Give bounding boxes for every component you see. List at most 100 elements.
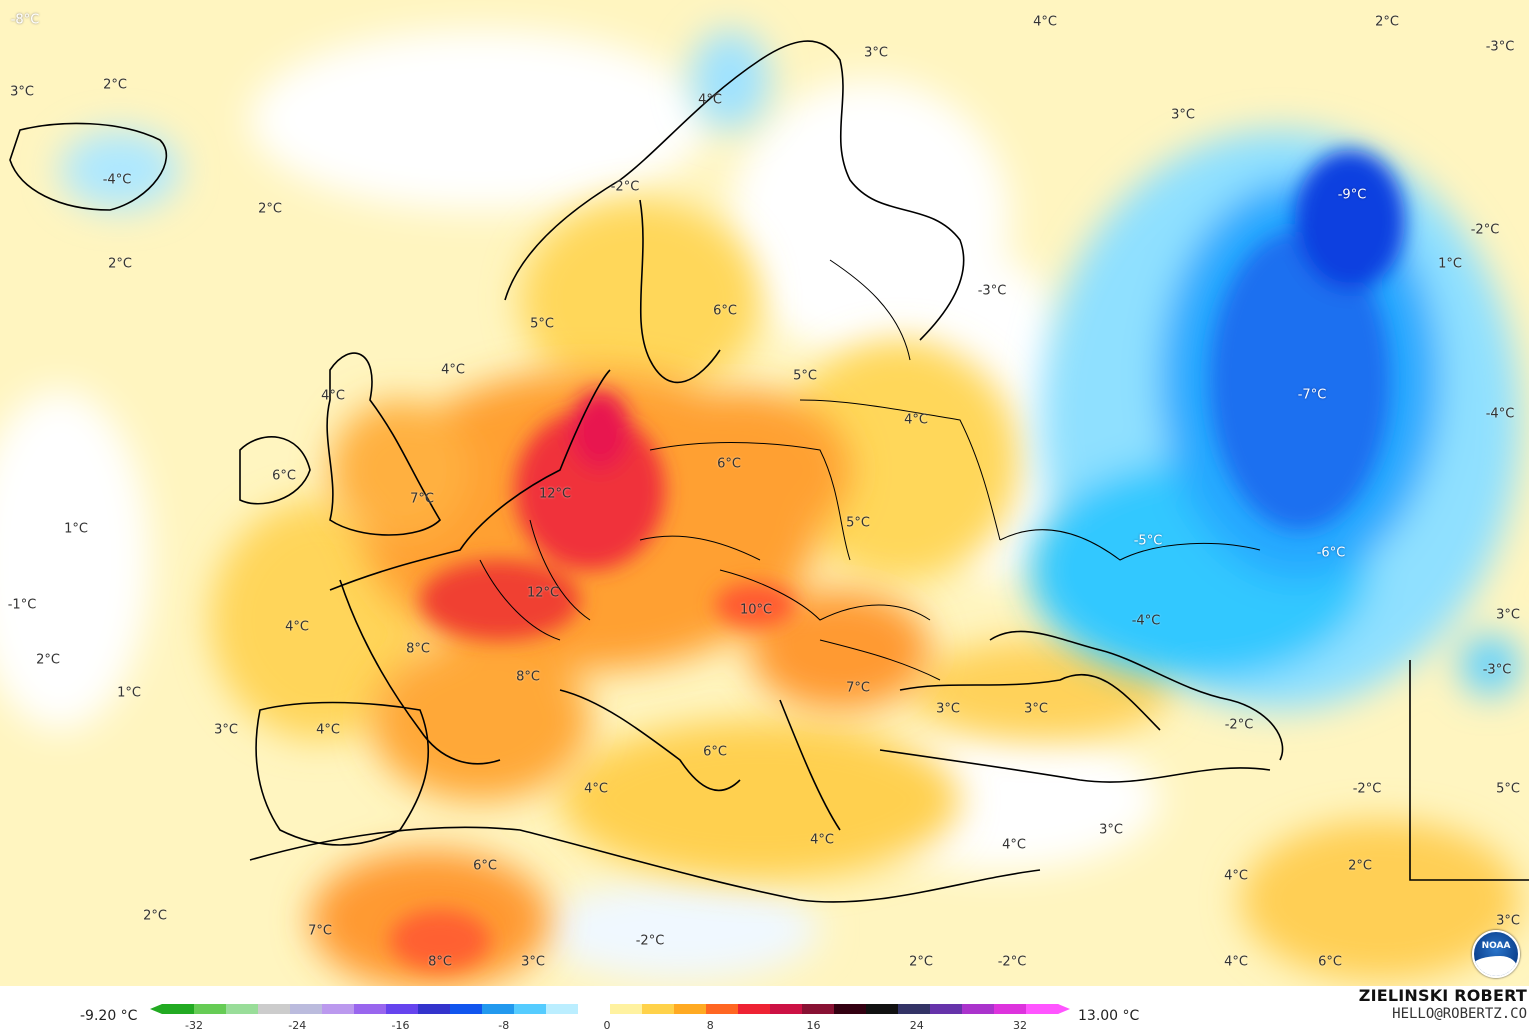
colorbar-segment	[930, 1004, 963, 1014]
temperature-label: 3°C	[1496, 607, 1520, 623]
temperature-label: 7°C	[846, 680, 870, 696]
colorbar-tick-label: 16	[806, 1019, 821, 1032]
temperature-label: 2°C	[143, 908, 167, 924]
colorbar	[150, 1004, 1070, 1014]
temperature-label: 5°C	[793, 368, 817, 384]
colorbar-segment	[898, 1004, 931, 1014]
colorbar-segment	[162, 1004, 195, 1014]
colorbar-segment	[418, 1004, 451, 1014]
temperature-label: 6°C	[713, 303, 737, 319]
temperature-label: 3°C	[936, 701, 960, 717]
temperature-label: 3°C	[1171, 107, 1195, 123]
colorbar-segment	[258, 1004, 291, 1014]
temperature-label: -3°C	[977, 283, 1007, 299]
temperature-label: 4°C	[810, 832, 834, 848]
colorbar-segment	[642, 1004, 675, 1014]
temperature-label: -9°C	[1337, 187, 1367, 203]
mild-zones	[210, 200, 1520, 980]
temperature-label: -5°C	[1133, 533, 1163, 549]
temperature-label: 2°C	[1348, 858, 1372, 874]
temperature-label: 2°C	[36, 652, 60, 668]
temperature-label: 6°C	[1318, 954, 1342, 970]
colorbar-segment	[354, 1004, 387, 1014]
colorbar-segment	[834, 1004, 867, 1014]
colorbar-max-label: 13.00 °C	[1078, 1008, 1140, 1024]
author-email: HELLO@ROBERTZ.CO	[1392, 1006, 1527, 1022]
noaa-logo-text: NOAA	[1481, 941, 1511, 951]
temperature-label: 4°C	[441, 362, 465, 378]
temperature-label: 8°C	[406, 641, 430, 657]
temperature-label: 3°C	[10, 84, 34, 100]
colorbar-tick-label: 8	[706, 1019, 714, 1032]
colorbar-min-label: -9.20 °C	[80, 1008, 138, 1024]
temperature-label: 8°C	[428, 954, 452, 970]
temperature-label: 4°C	[1224, 954, 1248, 970]
legend-bar: -9.20 °C -32 -24 -16 -8 0 8 16 24 32 13.00 °C ZI…	[0, 986, 1529, 1035]
temperature-label: 4°C	[1224, 868, 1248, 884]
coastlines	[9, 40, 1529, 903]
temperature-label: -3°C	[1485, 39, 1515, 55]
colorbar-segment	[866, 1004, 899, 1014]
temperature-label: 3°C	[864, 45, 888, 61]
colorbar-segment	[386, 1004, 419, 1014]
temperature-label: 4°C	[698, 92, 722, 108]
temperature-label: 4°C	[316, 722, 340, 738]
temperature-label: 12°C	[526, 585, 560, 601]
temperature-label: -2°C	[1224, 717, 1254, 733]
temperature-label: 6°C	[272, 468, 296, 484]
colorbar-left-arrow	[150, 1004, 162, 1014]
colorbar-segment	[962, 1004, 995, 1014]
temperature-label: -2°C	[1470, 222, 1500, 238]
colorbar-segment	[546, 1004, 579, 1014]
colorbar-tick-label: -32	[185, 1019, 203, 1032]
temperature-label: 12°C	[538, 486, 572, 502]
borders	[479, 259, 1261, 681]
colorbar-tick-label: 24	[909, 1019, 924, 1032]
hot-zones	[390, 390, 795, 970]
colorbar-segment	[802, 1004, 835, 1014]
temperature-label: -8°C	[10, 12, 40, 28]
colorbar-tick-label: -16	[391, 1019, 410, 1032]
colorbar-tick-label: 0	[603, 1019, 611, 1032]
temperature-label: -6°C	[1316, 545, 1346, 561]
temperature-label: 5°C	[1496, 781, 1520, 797]
temperature-label: 7°C	[410, 491, 434, 507]
colorbar-segment	[994, 1004, 1027, 1014]
temperature-label: -2°C	[635, 933, 665, 949]
temperature-label: 2°C	[1375, 14, 1399, 30]
colorbar-segment	[322, 1004, 355, 1014]
temperature-label: 1°C	[1438, 256, 1462, 272]
temperature-label: 5°C	[846, 515, 870, 531]
temperature-label: 7°C	[308, 923, 332, 939]
colorbar-tick-label: -8	[498, 1019, 510, 1032]
temperature-label: 6°C	[703, 744, 727, 760]
author-credit: ZIELINSKI ROBERT	[1358, 986, 1527, 1005]
temperature-label: 3°C	[1099, 822, 1123, 838]
colorbar-segment	[706, 1004, 739, 1014]
temperature-label: 4°C	[904, 412, 928, 428]
colorbar-tick-label: 32	[1013, 1019, 1027, 1032]
colorbar-segment	[194, 1004, 227, 1014]
temperature-label: 3°C	[214, 722, 238, 738]
temperature-label: 1°C	[64, 521, 88, 537]
temperature-label: 6°C	[473, 858, 497, 874]
colorbar-segment	[738, 1004, 771, 1014]
very-cold-zones	[1210, 150, 1405, 530]
temperature-label: 4°C	[321, 388, 345, 404]
temperature-label: 3°C	[521, 954, 545, 970]
colorbar-segment	[1026, 1004, 1059, 1014]
temperature-label: -3°C	[1482, 662, 1512, 678]
colorbar-segment	[770, 1004, 803, 1014]
map-graphic	[0, 30, 1529, 986]
temperature-label: 2°C	[103, 77, 127, 93]
temperature-label: 8°C	[516, 669, 540, 685]
colorbar-tick-label: -24	[288, 1019, 307, 1032]
temperature-label: 4°C	[1002, 837, 1026, 853]
temperature-label: -2°C	[1352, 781, 1382, 797]
temperature-map: -8°C 3°C 2°C -4°C 2°C 2°C 4°C -2°C 3°C 4°C 2°C -3°C…	[0, 0, 1529, 986]
colorbar-segment	[610, 1004, 643, 1014]
temperature-label: 3°C	[1496, 913, 1520, 929]
temperature-label: 2°C	[909, 954, 933, 970]
colorbar-segment	[482, 1004, 515, 1014]
temperature-label: -4°C	[102, 172, 132, 188]
